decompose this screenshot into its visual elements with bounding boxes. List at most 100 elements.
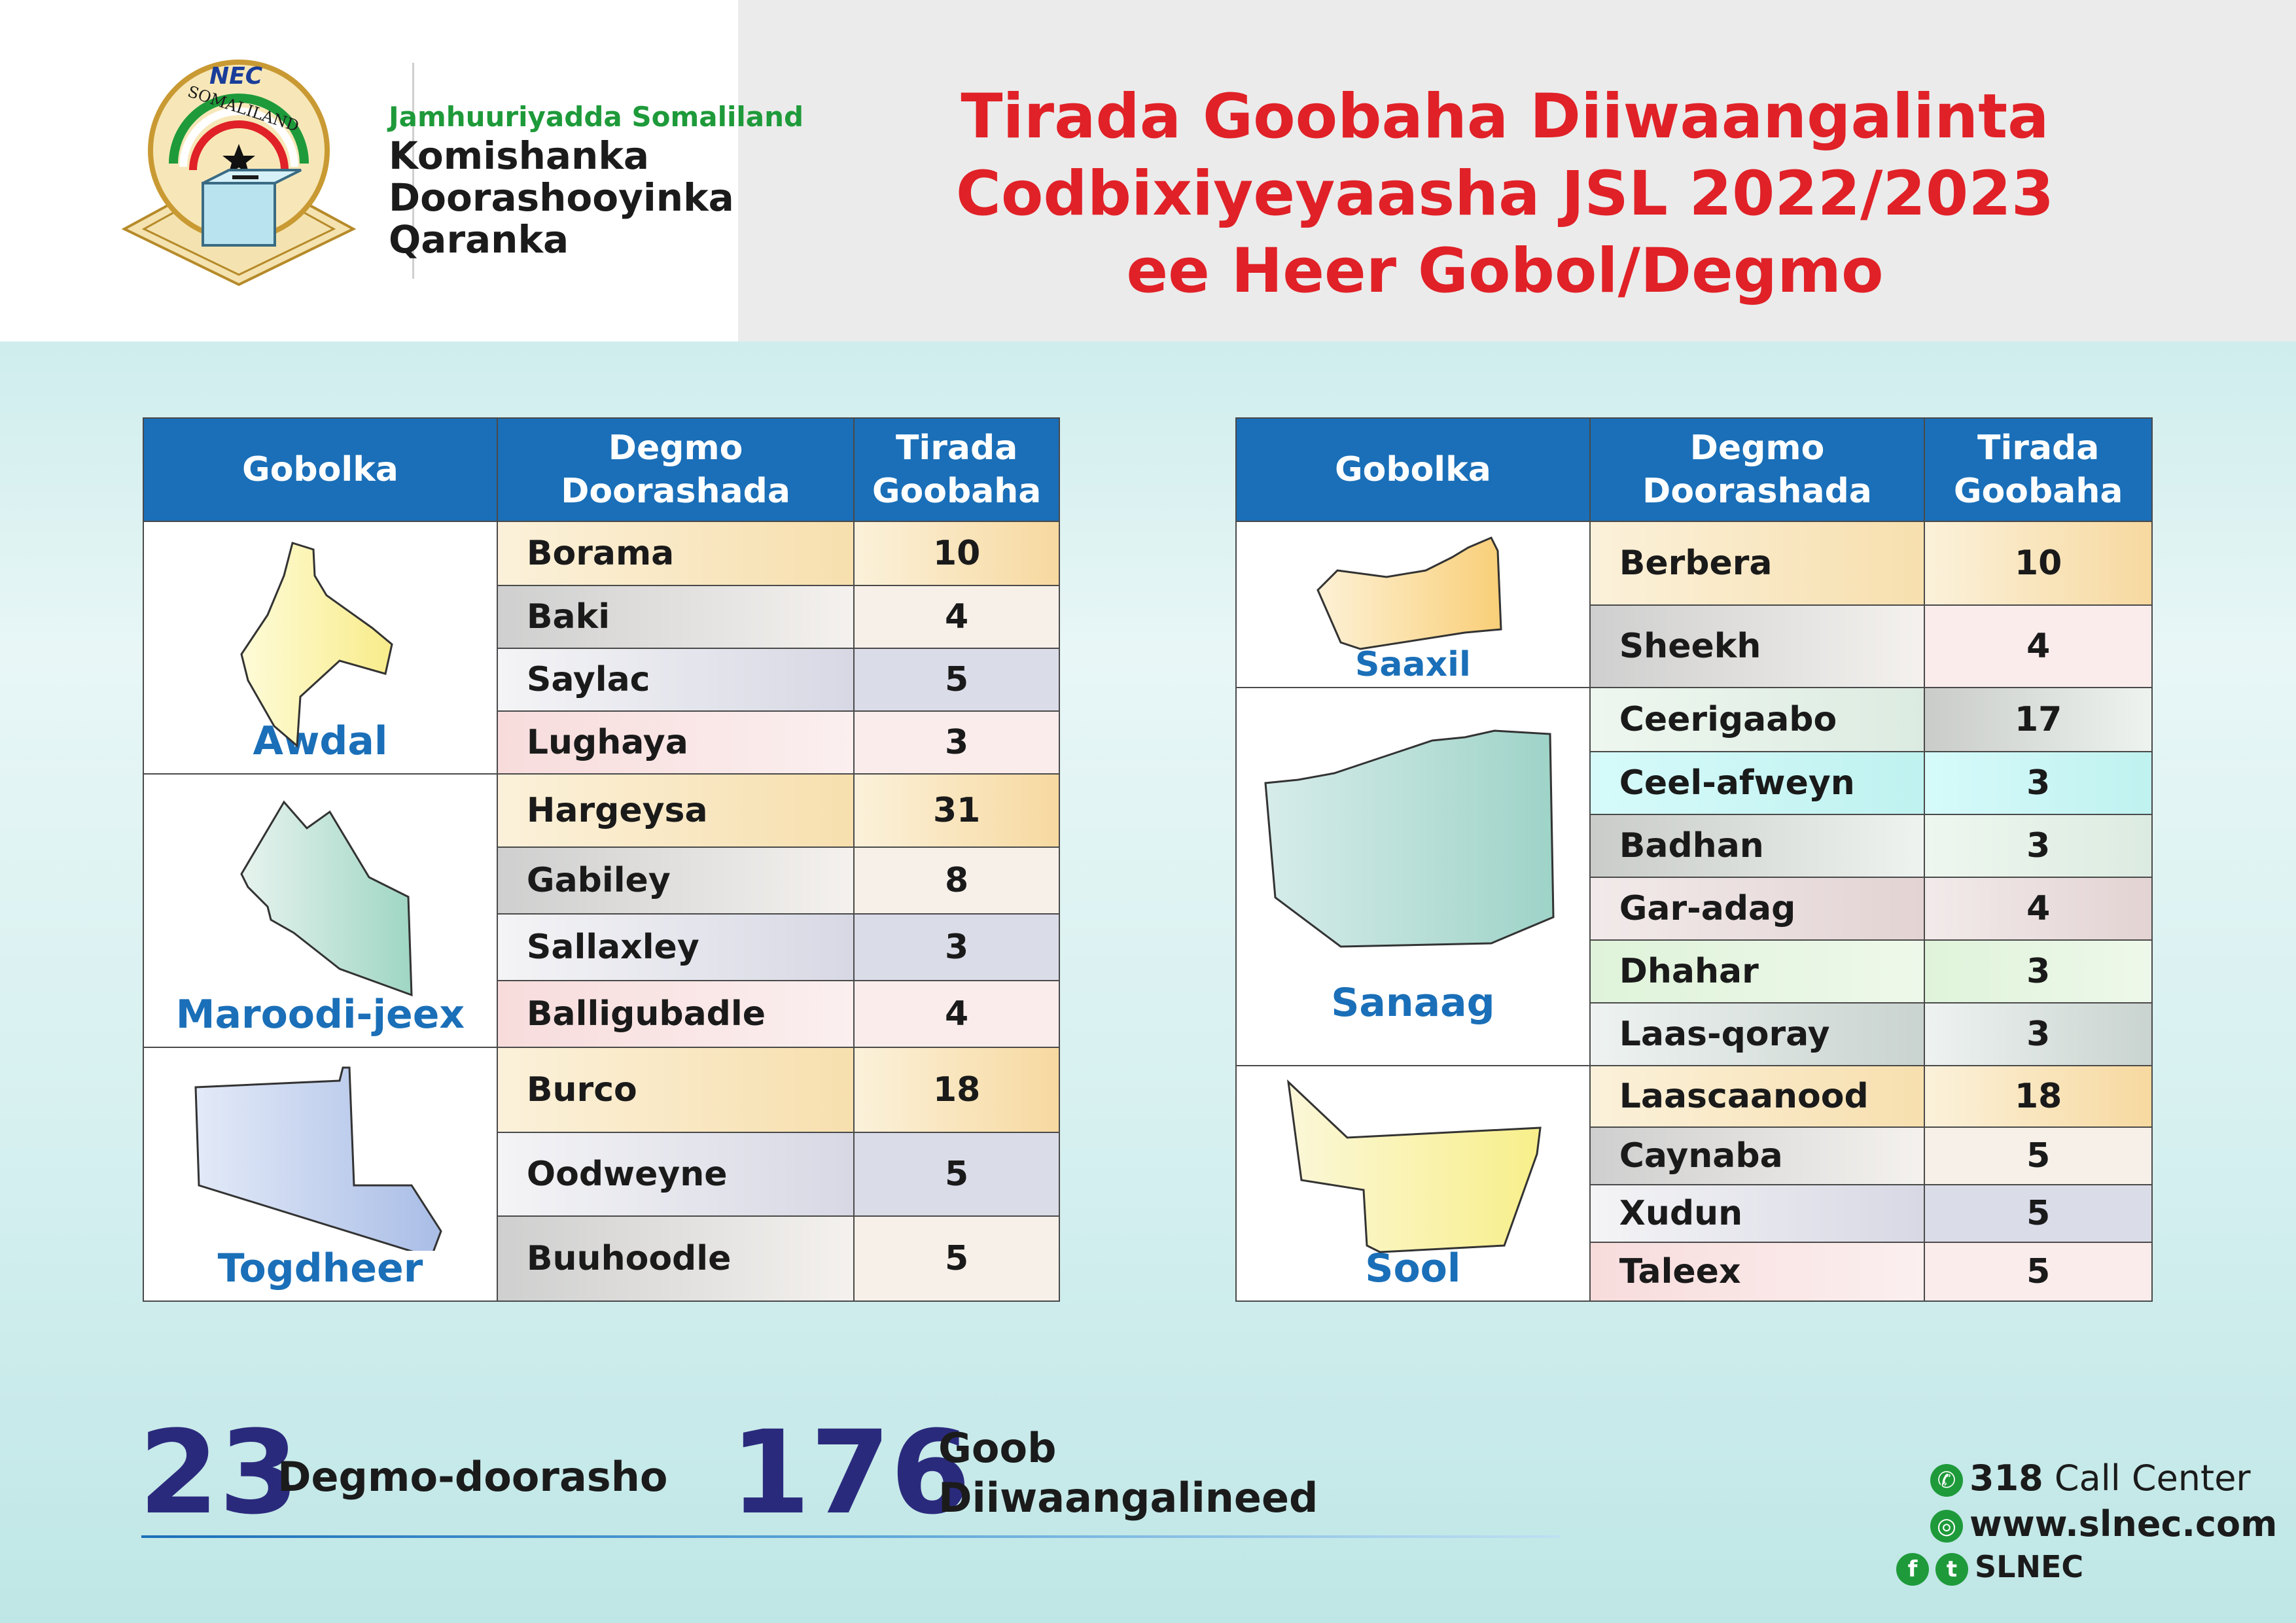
district-name: Burco	[496, 1047, 855, 1133]
district-count: 3	[1924, 814, 2153, 878]
district-name: Oodweyne	[496, 1132, 855, 1217]
social-links: f t SLNEC	[1896, 1549, 2083, 1586]
district-count: 4	[853, 980, 1060, 1048]
org-name-line1: Komishanka	[389, 133, 650, 178]
togdheer-map-icon	[194, 1066, 443, 1251]
org-country-name: Jamhuuriyadda Somaliland	[389, 101, 804, 133]
district-count: 5	[1924, 1184, 2153, 1243]
header-count-l1: Tirada	[1977, 428, 2100, 468]
region-name-saaxil: Saaxil	[1354, 645, 1471, 684]
district-name: Dhahar	[1589, 939, 1926, 1003]
district-count: 3	[853, 913, 1060, 981]
district-count: 8	[853, 846, 1060, 915]
district-count: 3	[1924, 939, 2153, 1003]
sanaag-map-icon	[1264, 729, 1555, 948]
header-district-l2: Doorashada	[561, 472, 790, 511]
district-count: 5	[853, 648, 1060, 712]
district-count: 17	[1924, 687, 2153, 752]
title-line1: Tirada Goobaha Diiwaangalinta	[961, 81, 2049, 152]
region-cell-togdheer: Togdheer	[143, 1047, 498, 1302]
district-count: 4	[1924, 877, 2153, 941]
right-regions-table: Gobolka Degmo Doorashada Tirada Goobaha Sa…	[1235, 417, 2153, 1302]
district-name: Buuhoodle	[496, 1215, 855, 1302]
district-name: Saylac	[496, 648, 855, 712]
header-count-l2: Goobaha	[872, 472, 1042, 511]
header-count: Tirada Goobaha	[1924, 417, 2153, 522]
twitter-icon[interactable]: t	[1935, 1552, 1968, 1586]
left-regions-table: Gobolka Degmo Doorashada Tirada Goobaha Aw…	[143, 417, 1060, 1302]
district-name: Xudun	[1589, 1184, 1926, 1243]
district-count: 3	[853, 710, 1060, 775]
district-count: 5	[1924, 1126, 2153, 1185]
logo-panel: NEC SOMALILAND Jamhuuriyadda Somaliland …	[0, 0, 804, 341]
facebook-icon[interactable]: f	[1896, 1552, 1929, 1586]
title-line3: ee Heer Gobol/Degmo	[1126, 236, 1884, 307]
title-line2: Codbixiyeyaasha JSL 2022/2023	[955, 158, 2055, 230]
district-count: 3	[1924, 751, 2153, 815]
district-name: Sallaxley	[496, 913, 855, 981]
district-name: Badhan	[1589, 814, 1926, 878]
district-count: 18	[1924, 1065, 2153, 1128]
district-name: Lughaya	[496, 710, 855, 775]
district-name: Ceerigaabo	[1589, 687, 1926, 752]
district-count: 5	[853, 1215, 1060, 1302]
header-region: Gobolka	[143, 417, 498, 522]
district-count: 18	[853, 1047, 1060, 1133]
district-name: Caynaba	[1589, 1126, 1926, 1185]
summary-divider	[141, 1535, 1560, 1538]
region-cell-sanaag: Sanaag	[1235, 687, 1591, 1066]
header-count: Tirada Goobaha	[853, 417, 1060, 522]
header-count-l2: Goobaha	[1953, 472, 2123, 511]
district-name: Hargeysa	[496, 773, 855, 848]
district-name: Baki	[496, 585, 855, 649]
district-name: Gabiley	[496, 846, 855, 915]
header-district: Degmo Doorashada	[1589, 417, 1926, 522]
globe-icon: ◎	[1930, 1510, 1963, 1543]
phone-icon: ✆	[1930, 1464, 1963, 1497]
header-district-l2: Doorashada	[1642, 472, 1872, 511]
districts-total: 23	[139, 1406, 299, 1540]
header-count-l1: Tirada	[895, 428, 1018, 468]
org-name-line3: Qaranka	[389, 217, 569, 262]
region-cell-sool: Sool	[1235, 1065, 1591, 1302]
website-url[interactable]: www.slnec.com	[1969, 1503, 2278, 1544]
header-region: Gobolka	[1235, 417, 1591, 522]
district-count: 10	[853, 521, 1060, 586]
district-name: Berbera	[1589, 521, 1926, 606]
org-name-line2: Doorashooyinka	[389, 175, 734, 220]
website[interactable]: ◎ www.slnec.com	[1930, 1503, 2277, 1544]
region-cell-maroodi-jeex: Maroodi-jeex	[143, 773, 498, 1048]
call-center: ✆ 318 Call Center	[1930, 1457, 2251, 1499]
district-count: 4	[1924, 604, 2153, 688]
nec-emblem-logo: NEC SOMALILAND	[121, 60, 357, 287]
district-name: Gar-adag	[1589, 877, 1926, 941]
districts-label: Degmo-doorasho	[277, 1453, 668, 1501]
district-count: 5	[853, 1132, 1060, 1217]
maroodi-jeex-map-icon	[240, 800, 414, 997]
region-name-maroodi-jeex: Maroodi-jeex	[175, 992, 465, 1038]
sites-label-line1: Goob	[938, 1424, 1057, 1472]
district-count: 31	[853, 773, 1060, 848]
region-name-sanaag: Sanaag	[1331, 980, 1495, 1026]
sites-total: 176	[730, 1406, 971, 1540]
awdal-map-icon	[240, 542, 394, 748]
sites-label-line2: Diiwaangalineed	[938, 1474, 1318, 1522]
header-district-l1: Degmo	[1689, 428, 1825, 468]
social-handle: SLNEC	[1975, 1549, 2084, 1584]
call-label: Call Center	[2054, 1457, 2251, 1499]
district-name: Sheekh	[1589, 604, 1926, 688]
region-name-togdheer: Togdheer	[217, 1246, 423, 1291]
saaxil-map-icon	[1316, 536, 1502, 650]
district-name: Laas-qoray	[1589, 1002, 1926, 1066]
region-cell-awdal: Awdal	[143, 521, 498, 775]
page-title: Tirada Goobaha Diiwaangalinta Codbixiyey…	[851, 79, 2159, 310]
logo-divider	[412, 63, 414, 279]
region-name-sool: Sool	[1365, 1246, 1461, 1291]
call-number: 318	[1969, 1457, 2043, 1499]
district-count: 5	[1924, 1242, 2153, 1302]
district-name: Balligubadle	[496, 980, 855, 1048]
district-name: Laascaanood	[1589, 1065, 1926, 1128]
sool-map-icon	[1287, 1079, 1542, 1253]
header-district-l1: Degmo	[608, 428, 743, 468]
district-count: 10	[1924, 521, 2153, 606]
